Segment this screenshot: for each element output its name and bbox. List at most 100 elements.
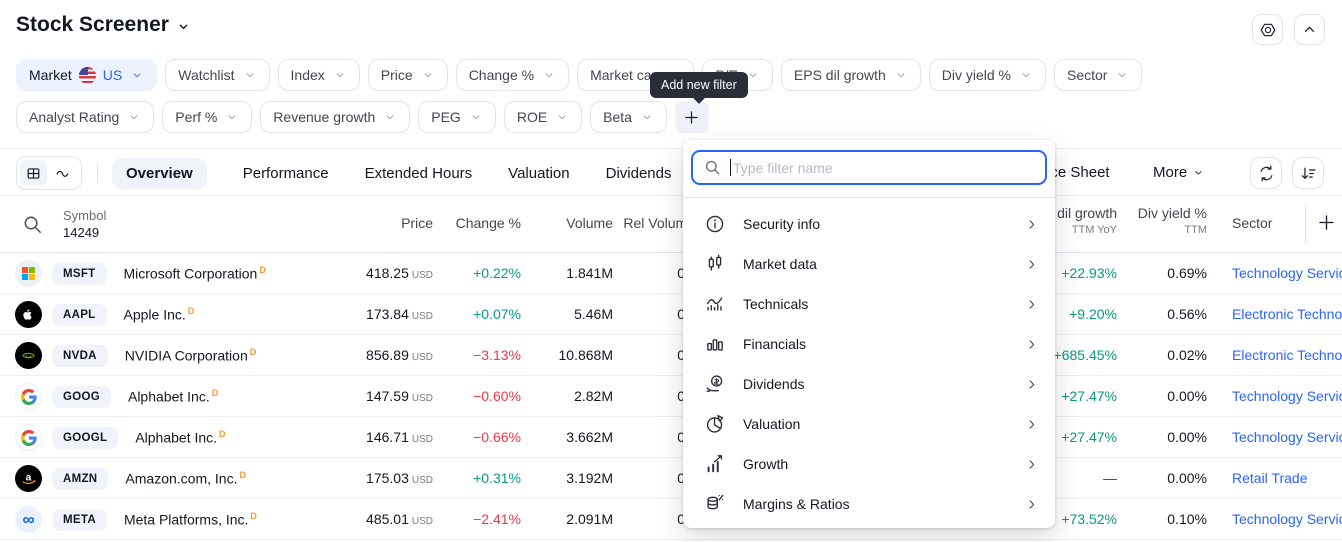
div-yield-cell: 0.56% [1167,306,1207,322]
ticker-badge[interactable]: GOOGL [52,426,119,449]
table-row-goog[interactable]: GOOG Alphabet Inc. D 147.59 USD −0.60% 2.82M 0 +… [0,376,1342,417]
filter-chip-index[interactable]: Index [277,59,360,91]
menu-item-valuation[interactable]: Valuation [683,404,1055,444]
delayed-data-marker: D [250,511,257,522]
filter-chip-market[interactable]: Market US [16,59,158,91]
ticker-badge[interactable]: AMZN [52,467,109,490]
column-volume[interactable]: Volume [566,215,613,231]
us-flag-icon [78,66,96,84]
tab-extended-hours[interactable]: Extended Hours [364,164,473,182]
ticker-badge[interactable]: META [52,508,107,531]
filter-chip-roe[interactable]: ROE [503,101,583,133]
menu-item-margins-ratios[interactable]: Margins & Ratios [683,484,1055,524]
volume-cell: 5.46M [574,306,613,322]
tab-bar: Overview Performance Extended Hours Valuati… [112,149,671,197]
menu-item-growth[interactable]: Growth [683,444,1055,484]
eps-growth-cell: +27.47% [1061,388,1117,404]
delayed-data-marker: D [239,470,246,481]
symbol-group: MSFT Microsoft Corporation D [52,253,266,294]
sector-link[interactable]: Technology Services [1232,511,1342,527]
menu-item-dividends[interactable]: Dividends [683,364,1055,404]
column-sector[interactable]: Sector [1232,215,1273,231]
search-icon[interactable] [21,213,44,236]
column-rel-volume[interactable]: Rel Volume [623,215,695,231]
sort-button[interactable] [1292,157,1324,189]
price-cell: 146.71 USD [366,429,433,445]
company-name: NVIDIA Corporation D [124,347,257,364]
filter-chip-perf-[interactable]: Perf % [162,101,253,133]
menu-item-technicals[interactable]: Technicals [683,284,1055,324]
column-change[interactable]: Change % [455,215,521,231]
sector-link[interactable]: Electronic Technology [1232,306,1342,322]
chevron-down-icon [333,68,347,82]
filter-chip-beta[interactable]: Beta [590,101,667,133]
add-filter-button[interactable] [674,101,709,133]
filter-chip-sector[interactable]: Sector [1053,59,1143,91]
search-icon [703,158,722,177]
change-cell: −2.41% [473,511,521,527]
eps-growth-cell: +22.93% [1061,265,1117,281]
menu-item-market-data[interactable]: Market data [683,244,1055,284]
column-div-yield[interactable]: Div yield % TTM [1137,205,1207,236]
table-row-amzn[interactable]: a AMZN Amazon.com, Inc. D 175.03 USD +0.31% 3.1… [0,458,1342,499]
tab-performance[interactable]: Performance [242,164,329,182]
table-view-button[interactable] [20,160,47,186]
menu-item-label: Valuation [743,416,801,432]
sector-link[interactable]: Retail Trade [1232,470,1308,486]
sector-link[interactable]: Technology Services [1232,429,1342,445]
menu-item-label: Security info [743,216,821,232]
refresh-button[interactable] [1250,157,1282,189]
ticker-badge[interactable]: MSFT [52,262,107,285]
tab-valuation[interactable]: Valuation [508,164,570,182]
filter-chip-watchlist[interactable]: Watchlist [165,59,270,91]
screener-title: Stock Screener [16,13,169,36]
filter-chip-price[interactable]: Price [367,59,448,91]
chip-value: US [102,67,123,83]
menu-item-financials[interactable]: Financials [683,324,1055,364]
more-tabs-button[interactable]: More [1153,164,1205,181]
add-filter-popup: Security info Market data Technicals Financ… [683,140,1055,528]
chevron-right-icon [1024,377,1039,392]
header-divider [1305,206,1306,244]
filter-search-box[interactable] [691,150,1047,185]
table-row-googl[interactable]: GOOGL Alphabet Inc. D 146.71 USD −0.66% 3.662M… [0,417,1342,458]
table-row-meta[interactable]: ∞ META Meta Platforms, Inc. D 485.01 USD −2.41… [0,499,1342,540]
chevron-down-icon [127,110,141,124]
ticker-badge[interactable]: NVDA [52,344,108,367]
filter-chip-analyst-rating[interactable]: Analyst Rating [16,101,155,133]
tab-dividends[interactable]: Dividends [605,164,672,182]
table-row-aapl[interactable]: AAPL Apple Inc. D 173.84 USD +0.07% 5.46M 0 +9.2… [0,294,1342,335]
ticker-badge[interactable]: AAPL [52,303,107,326]
filter-chip-div-yield-[interactable]: Div yield % [928,59,1046,91]
coins-percent-icon [703,493,726,515]
filter-chip-peg[interactable]: PEG [418,101,496,133]
table-row-nvda[interactable]: NVDA NVIDIA Corporation D 856.89 USD −3.13% 10… [0,335,1342,376]
technicals-icon [703,293,726,315]
rel-volume-cell: 0 [677,429,685,445]
page-title[interactable]: Stock Screener [16,13,191,37]
chart-view-button[interactable] [49,160,76,186]
chip-label: EPS dil growth [793,67,886,83]
chevron-down-icon [1115,68,1129,82]
filter-chip-revenue-growth[interactable]: Revenue growth [260,101,411,133]
sector-link[interactable]: Technology Services [1232,388,1342,404]
menu-item-label: Growth [743,456,789,472]
settings-button[interactable] [1252,14,1283,45]
chevron-down-icon [640,110,654,124]
sector-link[interactable]: Technology Services [1232,265,1342,281]
menu-item-security-info[interactable]: Security info [683,204,1055,244]
table-row-msft[interactable]: MSFT Microsoft Corporation D 418.25 USD +0.22… [0,253,1342,294]
filter-search-input[interactable] [733,159,1035,176]
column-symbol[interactable]: Symbol [63,208,107,223]
tab-overview[interactable]: Overview [112,157,207,189]
collapse-panel-button[interactable] [1294,14,1325,45]
ticker-badge[interactable]: GOOG [52,385,111,408]
filter-chip-change-[interactable]: Change % [455,59,570,91]
change-cell: −0.60% [473,388,521,404]
sector-link[interactable]: Electronic Technology [1232,347,1342,363]
company-name: Amazon.com, Inc. D [125,470,246,487]
column-price[interactable]: Price [401,215,433,231]
add-column-button[interactable] [1316,212,1337,233]
eps-growth-cell: +685.45% [1053,347,1117,363]
filter-chip-eps-dil-growth[interactable]: EPS dil growth [780,59,921,91]
